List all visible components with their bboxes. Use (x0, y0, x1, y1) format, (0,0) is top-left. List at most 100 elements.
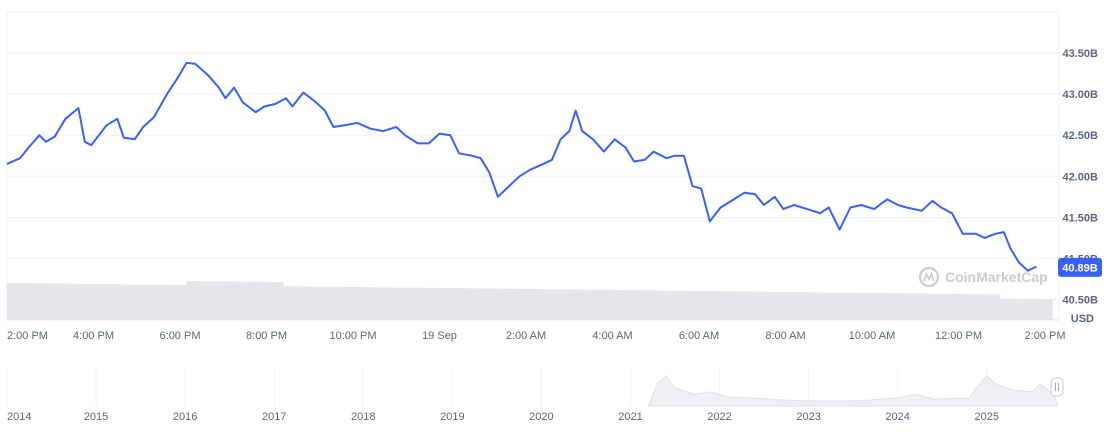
volume-bar (626, 290, 635, 320)
volume-bar (201, 281, 209, 320)
volume-bar (283, 286, 291, 320)
volume-bar (768, 291, 777, 320)
volume-bar (148, 284, 157, 320)
volume-bar (559, 289, 568, 320)
volume-bar (357, 287, 366, 320)
volume-bar (955, 293, 963, 320)
volume-bar (925, 293, 934, 320)
volume-bar (529, 289, 538, 320)
volume-bar (910, 293, 919, 320)
volume-bar (335, 286, 344, 320)
x-tick-label: 8:00 AM (765, 330, 805, 342)
volume-bar (970, 294, 978, 320)
navigator-year-label: 2020 (529, 411, 553, 423)
volume-bar (417, 287, 426, 320)
volume-bar (873, 293, 881, 320)
x-tick-label: 2:00 PM (1025, 330, 1066, 342)
navigator-year-label: 2015 (84, 411, 108, 423)
x-tick-label: 2:00 AM (506, 330, 546, 342)
volume-bar (29, 283, 38, 320)
volume-bar (604, 289, 613, 320)
volume-bar (81, 283, 90, 320)
volume-bar (611, 289, 620, 320)
volume-bar (985, 294, 993, 320)
volume-bar (133, 284, 142, 320)
volume-bar (918, 293, 926, 320)
volume-bar (447, 288, 456, 320)
volume-bar (776, 291, 784, 320)
volume-bar (216, 281, 224, 320)
volume-bar (171, 284, 179, 320)
volume-bar (992, 294, 1001, 320)
volume-bar (469, 288, 478, 320)
volume-bar (499, 288, 508, 320)
volume-bar (544, 289, 553, 320)
volume-bar (679, 290, 687, 320)
volume-bar (671, 290, 680, 320)
volume-bar (723, 291, 732, 320)
volume-bar (260, 281, 269, 320)
volume-bar (552, 289, 560, 320)
volume-bar (372, 287, 381, 320)
volume-bar (21, 283, 30, 320)
range-navigator[interactable]: 2014 2015 2016 2017 2018 2019 2020 2021 2022 2023… (6, 369, 1064, 423)
volume-bar (1045, 299, 1053, 320)
x-tick-label: 4:00 PM (73, 330, 114, 342)
volume-bar (193, 281, 202, 320)
volume-bar (865, 292, 874, 320)
volume-bar (798, 292, 807, 320)
x-tick-label: 19 Sep (422, 330, 457, 342)
y-tick-label: 42.00B (1063, 171, 1099, 183)
volume-bar (753, 291, 762, 320)
volume-bar (514, 288, 523, 320)
volume-bar (410, 287, 418, 320)
volume-bar (104, 284, 112, 320)
volume-bar (843, 292, 851, 320)
volume-bar (477, 288, 486, 320)
volume-bar (1015, 298, 1023, 320)
volume-bar (238, 281, 247, 320)
volume-bar (111, 284, 120, 320)
volume-bar (208, 281, 217, 320)
volume-bar (574, 289, 583, 320)
volume-bar (290, 286, 299, 320)
market-cap-line (6, 61, 1037, 272)
volume-bar (888, 293, 896, 320)
volume-bar (163, 284, 172, 320)
volume-bar (141, 284, 150, 320)
volume-bar (664, 290, 672, 320)
volume-bar (783, 291, 792, 320)
volume-bar (858, 292, 866, 320)
current-value-badge: 40.89B (1058, 257, 1102, 277)
volume-bar (1030, 298, 1038, 320)
volume-bar (395, 287, 403, 320)
volume-bar (947, 293, 956, 320)
watermark: CoinMarketCap (918, 266, 1048, 288)
x-tick-label: 10:00 PM (329, 330, 376, 342)
watermark-text: CoinMarketCap (945, 269, 1048, 285)
y-tick-label: 40.50B (1063, 294, 1099, 306)
volume-bar (619, 290, 627, 320)
volume-bar (522, 288, 530, 320)
volume-bar (275, 282, 284, 320)
volume-bar (738, 291, 747, 320)
navigator-year-label: 2018 (351, 411, 375, 423)
volume-bar (828, 292, 837, 320)
volume-bar (298, 286, 306, 320)
navigator-handle[interactable] (1050, 377, 1064, 397)
volume-bar (231, 281, 239, 320)
y-tick-label: 41.50B (1063, 212, 1099, 224)
volume-bar (820, 292, 829, 320)
volume-bar (537, 289, 545, 320)
volume-bar (977, 294, 986, 320)
x-axis: 2:00 PM 4:00 PM 6:00 PM 8:00 PM 10:00 PM 19 S… (7, 319, 1066, 342)
volume-bar (746, 291, 754, 320)
currency-label: USD (1071, 313, 1094, 325)
volume-bar (484, 288, 493, 320)
volume-bar (328, 286, 336, 320)
current-value-label: 40.89B (1062, 262, 1098, 274)
volume-bar (649, 290, 657, 320)
volume-bar (761, 291, 769, 320)
volume-bar (455, 288, 463, 320)
